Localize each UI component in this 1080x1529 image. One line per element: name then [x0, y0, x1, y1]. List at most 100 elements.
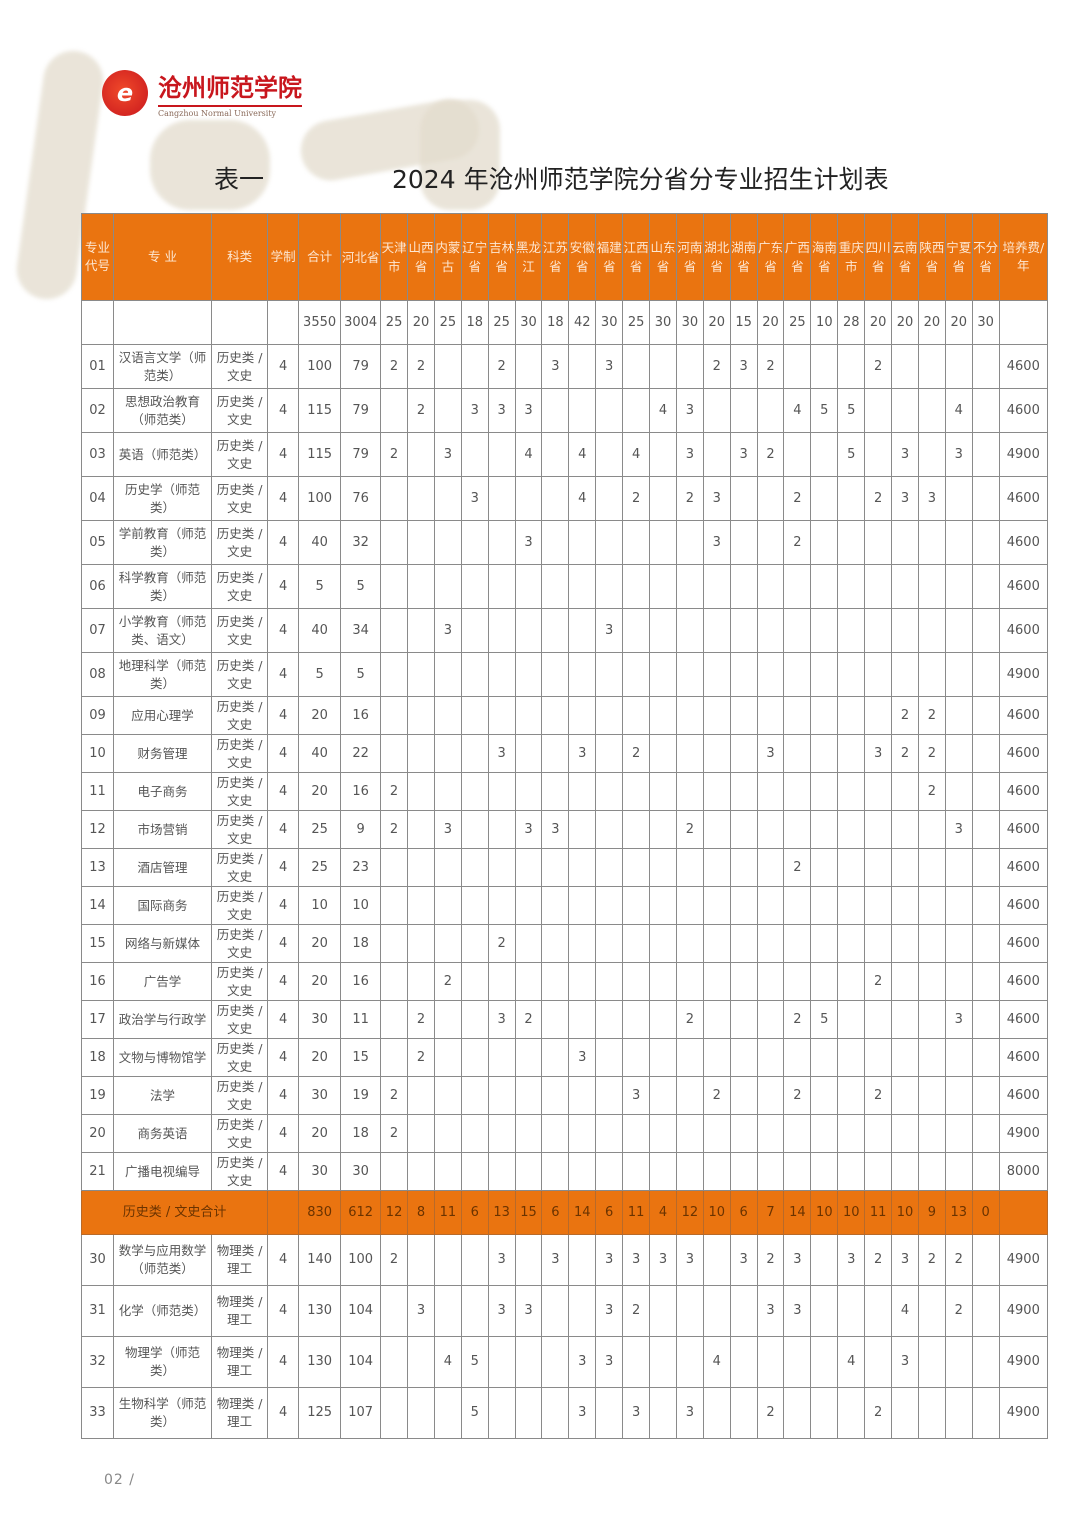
province-quota-cell — [460, 1152, 489, 1191]
province-quota-cell — [407, 734, 435, 773]
major-name-cell: 法学 — [113, 1076, 213, 1115]
province-quota-cell — [380, 608, 409, 653]
header-province: 海南省 — [810, 213, 839, 301]
province-quota-cell: 2 — [756, 1387, 785, 1439]
province-total-cell: 30 — [595, 300, 624, 345]
province-quota-cell — [729, 1285, 758, 1337]
province-total-cell: 18 — [460, 300, 489, 345]
province-quota-cell — [568, 1152, 597, 1191]
province-quota-cell — [407, 1076, 435, 1115]
total-cell: 140 — [298, 1234, 342, 1286]
province-quota-cell — [944, 772, 973, 811]
province-quota-cell: 3 — [675, 432, 704, 477]
province-quota-cell: 2 — [917, 734, 946, 773]
province-quota-cell: 3 — [622, 1234, 651, 1286]
province-quota-cell — [810, 1038, 839, 1077]
province-quota-cell — [810, 520, 839, 565]
province-quota-cell — [810, 344, 839, 389]
province-quota-cell: 3 — [891, 432, 919, 477]
province-quota-cell — [622, 608, 651, 653]
province-quota-cell — [622, 1336, 651, 1388]
province-quota-cell — [783, 1336, 812, 1388]
province-quota-cell — [675, 1285, 704, 1337]
province-quota-cell — [460, 1000, 489, 1039]
major-code-cell: 31 — [80, 1285, 115, 1337]
fee-cell: 4600 — [998, 1038, 1049, 1077]
province-quota-cell — [944, 1152, 973, 1191]
province-quota-cell — [756, 388, 785, 433]
province-quota-cell — [702, 432, 731, 477]
province-quota-cell: 2 — [514, 1000, 543, 1039]
province-quota-cell: 4 — [514, 432, 543, 477]
table-number: 表一 — [214, 165, 265, 194]
province-quota-cell — [702, 848, 731, 887]
province-quota-cell: 3 — [487, 1285, 516, 1337]
province-quota-cell — [380, 848, 409, 887]
province-quota-cell — [649, 564, 677, 609]
province-quota-cell: 104 — [340, 1285, 382, 1337]
province-quota-cell — [649, 848, 677, 887]
province-quota-cell — [864, 1000, 893, 1039]
total-cell: 130 — [298, 1285, 342, 1337]
province-quota-cell — [622, 564, 651, 609]
province-quota-cell — [433, 564, 462, 609]
subtotal-province-cell: 8 — [407, 1190, 435, 1235]
province-quota-cell — [433, 696, 462, 735]
province-quota-cell — [514, 1038, 543, 1077]
province-quota-cell — [622, 652, 651, 697]
table-row: 14 国际商务 历史类 / 文史 4 10 10 4600 — [80, 886, 1049, 925]
province-quota-cell: 3 — [891, 1336, 919, 1388]
province-quota-cell — [729, 1038, 758, 1077]
table-row: 19 法学 历史类 / 文史 4 30 19 2 3 2 2 2 4600 — [80, 1076, 1049, 1115]
province-quota-cell — [649, 696, 677, 735]
province-quota-cell: 2 — [380, 432, 409, 477]
province-quota-cell: 2 — [702, 1076, 731, 1115]
province-quota-cell: 3 — [756, 1285, 785, 1337]
province-quota-cell — [810, 652, 839, 697]
province-quota-cell — [729, 810, 758, 849]
subtotal-province-cell: 6 — [541, 1190, 570, 1235]
province-quota-cell: 2 — [864, 344, 893, 389]
province-quota-cell — [649, 1152, 677, 1191]
province-quota-cell — [864, 810, 893, 849]
province-quota-cell — [864, 924, 893, 963]
table-row: 10 财务管理 历史类 / 文史 4 40 22 3 3 2 3 3 2 2 4600 — [80, 734, 1049, 773]
province-quota-cell: 2 — [487, 344, 516, 389]
province-total-cell: 20 — [944, 300, 973, 345]
total-cell: 10 — [298, 886, 342, 925]
table-row: 07 小学教育（师范类、语文） 历史类 / 文史 4 40 34 3 3 4600 — [80, 608, 1049, 653]
province-quota-cell — [944, 962, 973, 1001]
province-quota-cell: 2 — [380, 1234, 409, 1286]
province-quota-cell: 2 — [864, 476, 893, 521]
province-quota-cell — [864, 1152, 893, 1191]
province-quota-cell — [891, 810, 919, 849]
province-quota-cell — [675, 520, 704, 565]
university-logo: e 沧州师范学院 Cangzhou Normal University — [102, 68, 302, 118]
province-quota-cell: 3 — [487, 1234, 516, 1286]
province-quota-cell — [729, 924, 758, 963]
province-quota-cell — [810, 924, 839, 963]
major-name-cell: 财务管理 — [113, 734, 213, 773]
province-quota-cell — [407, 772, 435, 811]
fee-cell: 4600 — [998, 810, 1049, 849]
province-quota-cell — [702, 608, 731, 653]
total-cell: 20 — [298, 1114, 342, 1153]
fee-cell: 4600 — [998, 886, 1049, 925]
province-quota-cell: 3 — [433, 810, 462, 849]
header-province: 江西省 — [622, 213, 651, 301]
province-quota-cell: 3 — [944, 810, 973, 849]
category-cell: 历史类 / 文史 — [211, 564, 269, 609]
province-total-cell: 30 — [971, 300, 1000, 345]
province-quota-cell: 18 — [340, 1114, 382, 1153]
province-quota-cell — [944, 734, 973, 773]
header-province: 湖南省 — [729, 213, 758, 301]
table-row: 01 汉语言文学（师范类） 历史类 / 文史 4 100 79 2 2 2 3 3 2 3 2 2 4600 — [80, 344, 1049, 389]
province-quota-cell — [702, 1038, 731, 1077]
years-cell: 4 — [267, 848, 300, 887]
province-quota-cell — [837, 1076, 866, 1115]
table-row: 16 广告学 历史类 / 文史 4 20 16 2 2 4600 — [80, 962, 1049, 1001]
province-quota-cell — [380, 886, 409, 925]
province-quota-cell — [595, 1152, 624, 1191]
province-quota-cell: 2 — [783, 1076, 812, 1115]
province-quota-cell — [541, 734, 570, 773]
